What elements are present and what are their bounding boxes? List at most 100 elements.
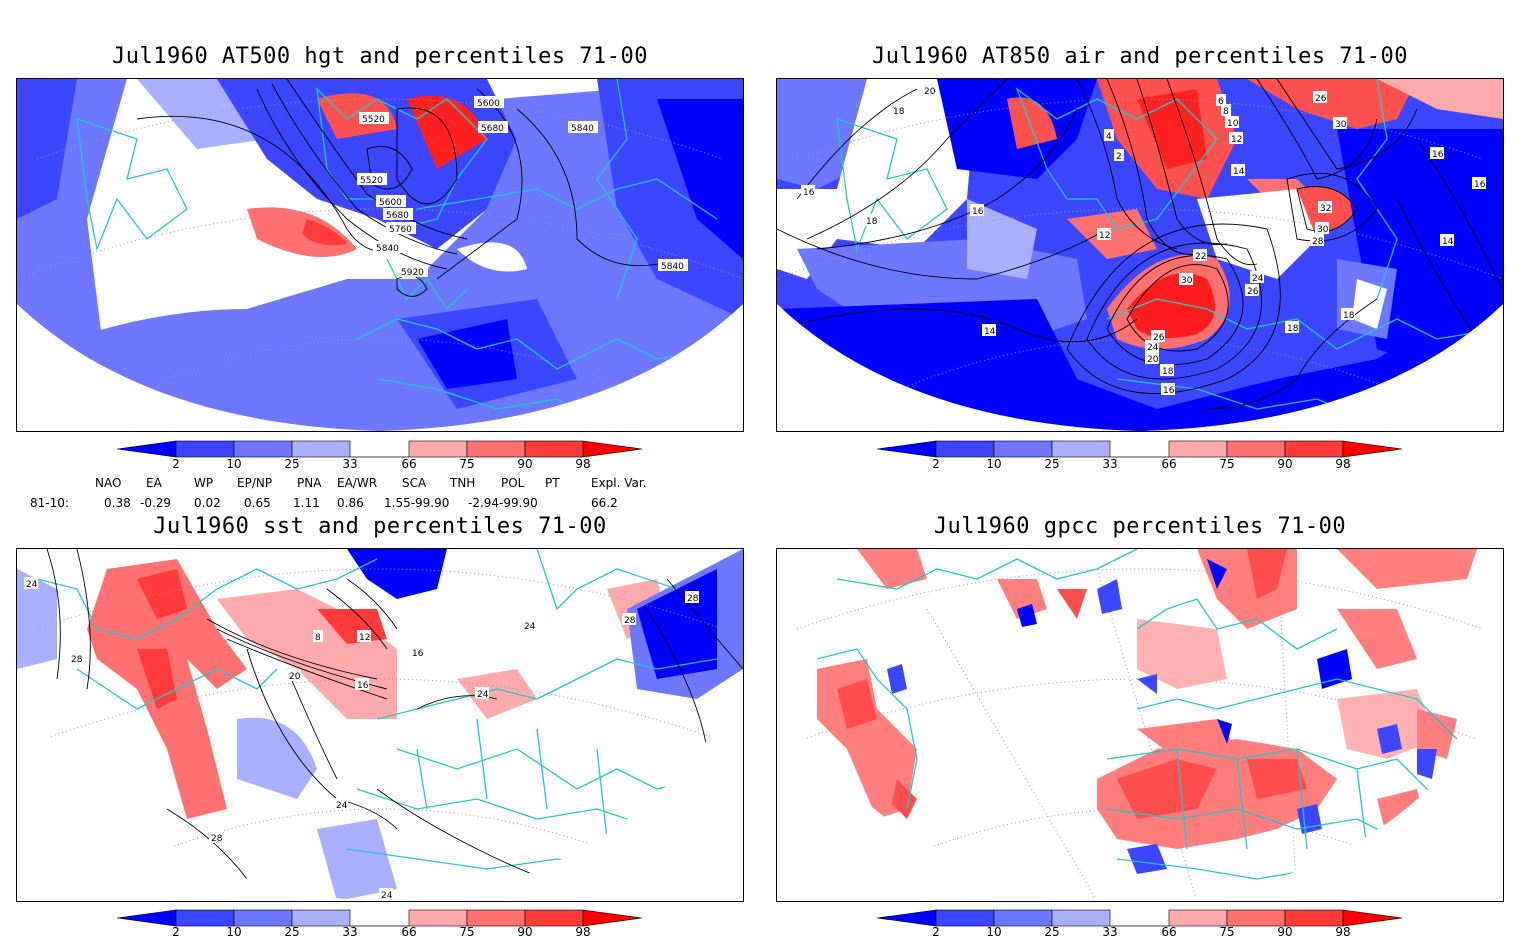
svg-text:4: 4: [1106, 132, 1112, 142]
colorbar-segment-8: [1342, 440, 1403, 458]
contour-label-air-24: 26: [1151, 330, 1165, 343]
tick-label: 33: [1102, 457, 1118, 471]
contour-label-sst-9: 8: [313, 630, 323, 643]
contour-label-air-5: 16: [970, 204, 984, 217]
index-value: 0.86: [337, 496, 364, 510]
colorbar-segment-2: [993, 440, 1053, 458]
svg-text:20: 20: [289, 672, 301, 682]
contour-label-air-2: 18: [891, 104, 905, 117]
colorbar-segment-0: [876, 440, 937, 458]
contour-label-air-8: 4: [1104, 129, 1114, 142]
contour-label-sst-14: 28: [685, 591, 699, 604]
contour-label-air-3: 16: [801, 185, 815, 198]
svg-text:14: 14: [984, 327, 996, 337]
colorbar-segment-7: [1284, 909, 1344, 927]
contour-label-sst-4: 16: [355, 678, 369, 691]
colorbar-ticks-sst: 2 10 25 33 66 75 90 98: [117, 925, 643, 939]
svg-text:28: 28: [211, 834, 223, 844]
colorbar-segment-1: [175, 440, 235, 458]
svg-text:30: 30: [1335, 120, 1347, 130]
colorbar-segment-8: [582, 440, 643, 458]
tick-label: 75: [1219, 925, 1235, 939]
tick-label: 10: [986, 925, 1002, 939]
index-value: -2.94-99.90: [468, 496, 538, 510]
tick-label: 75: [459, 457, 475, 471]
contour-label-air-16: 30: [1333, 117, 1347, 130]
colorbar-segment-5: [408, 909, 468, 927]
svg-text:26: 26: [1153, 333, 1165, 343]
tick-label: 10: [226, 925, 242, 939]
map-panel-gpcc: [776, 548, 1504, 902]
contour-label-sst-6: 24: [334, 798, 348, 811]
tick-label: 10: [986, 457, 1002, 471]
svg-text:28: 28: [687, 594, 699, 604]
contour-label-air-14: 14: [1231, 164, 1245, 177]
tick-label: 2: [932, 457, 940, 471]
contour-label-sst-3: 20: [287, 669, 301, 682]
tick-label: 98: [575, 457, 591, 471]
svg-text:26: 26: [1315, 94, 1327, 104]
index-header: NAO: [95, 476, 122, 490]
svg-text:14: 14: [1233, 167, 1245, 177]
contour-label-hgt-2: 5680: [478, 121, 508, 134]
svg-text:24: 24: [1147, 343, 1159, 353]
colorbar-segment-3: [291, 440, 351, 458]
colorbar-air: [876, 440, 1403, 462]
svg-text:18: 18: [893, 107, 905, 117]
index-header: Expl. Var.: [591, 476, 647, 490]
contour-label-hgt-1: 5600: [474, 96, 504, 109]
tick-label: 25: [284, 925, 300, 939]
contour-label-hgt-4: 5840: [568, 121, 598, 134]
index-header: EP/NP: [237, 476, 273, 490]
contour-label-air-28: 16: [1161, 383, 1175, 396]
colorbar-segment-6: [466, 909, 526, 927]
svg-text:32: 32: [1320, 204, 1331, 214]
tick-label: 10: [226, 457, 242, 471]
tick-label: 33: [342, 457, 358, 471]
colorbar-segment-1: [935, 440, 995, 458]
index-header: TNH: [450, 476, 476, 490]
tick-label: 33: [1102, 925, 1118, 939]
contour-label-hgt-10: 5920: [398, 265, 428, 278]
contour-label-sst-1: 24: [24, 577, 38, 590]
tick-label: 98: [1335, 925, 1351, 939]
svg-text:16: 16: [1432, 150, 1444, 160]
contour-label-air-21: 24: [1250, 271, 1264, 284]
colorbar-segment-2: [233, 909, 293, 927]
colorbar-segment-7: [524, 909, 584, 927]
map-panel-hgt: 5600 5680 5520 5840 5520 5600 5680 5760 …: [16, 78, 744, 432]
contour-label-sst-7: 24: [475, 687, 489, 700]
svg-text:16: 16: [357, 681, 369, 691]
svg-text:5680: 5680: [386, 211, 409, 221]
svg-text:24: 24: [1252, 274, 1264, 284]
index-value: 0.02: [194, 496, 221, 510]
svg-text:10: 10: [1227, 119, 1239, 129]
contour-label-air-32: 18: [1341, 308, 1355, 321]
svg-text:12: 12: [1099, 231, 1110, 241]
colorbar-segment-2: [233, 440, 293, 458]
contour-label-air-7: 14: [982, 324, 996, 337]
contour-label-air-17: 32: [1318, 201, 1332, 214]
svg-text:5520: 5520: [362, 115, 385, 125]
contour-label-air-9: 2: [1114, 149, 1124, 162]
colorbar-segment-8: [1342, 909, 1403, 927]
svg-text:24: 24: [477, 690, 489, 700]
svg-text:5840: 5840: [376, 244, 399, 254]
svg-text:24: 24: [26, 580, 38, 590]
colorbar-segment-1: [175, 909, 235, 927]
svg-text:18: 18: [1162, 367, 1174, 377]
svg-text:5920: 5920: [401, 268, 424, 278]
svg-text:16: 16: [412, 649, 424, 659]
colorbar-segment-6: [1226, 909, 1286, 927]
colorbar-ticks-hgt: 2 10 25 33 66 75 90 98: [117, 457, 643, 471]
contour-label-hgt-9: 5840: [373, 241, 403, 254]
index-value: 1.55-99.90: [384, 496, 450, 510]
panel-title-air: Jul1960 AT850 air and percentiles 71-00: [871, 44, 1409, 69]
tick-label: 66: [401, 925, 417, 939]
colorbar-segment-3: [291, 909, 351, 927]
svg-text:20: 20: [1147, 355, 1159, 365]
svg-text:28: 28: [71, 655, 83, 665]
colorbar-segment-3: [1051, 440, 1111, 458]
colorbar-segment-5: [1168, 440, 1228, 458]
tick-label: 2: [932, 925, 940, 939]
